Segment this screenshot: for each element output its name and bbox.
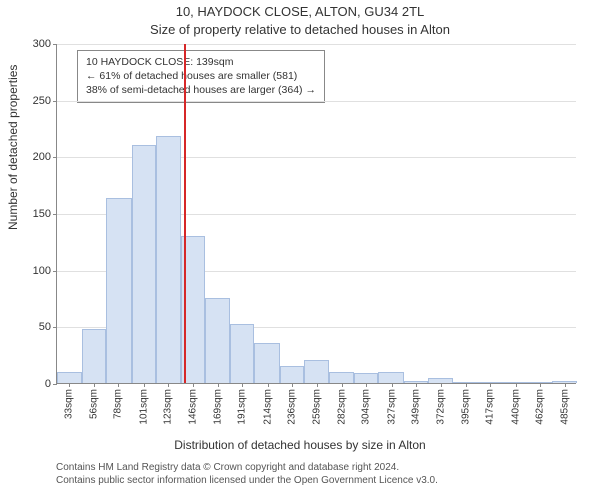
- x-tick-mark: [366, 383, 367, 387]
- histogram-bar: [378, 372, 403, 383]
- x-tick-label: 214sqm: [262, 389, 273, 425]
- histogram-bar: [57, 372, 82, 383]
- x-tick-mark: [193, 383, 194, 387]
- x-tick-label: 56sqm: [89, 389, 100, 419]
- chart-subtitle: Size of property relative to detached ho…: [0, 22, 600, 37]
- x-tick-label: 372sqm: [435, 389, 446, 425]
- info-box-line2: ← 61% of detached houses are smaller (58…: [86, 69, 316, 83]
- histogram-bar: [82, 329, 106, 383]
- x-axis-label: Distribution of detached houses by size …: [0, 438, 600, 452]
- x-tick-mark: [292, 383, 293, 387]
- x-tick-label: 191sqm: [237, 389, 248, 425]
- x-tick-label: 123sqm: [162, 389, 173, 425]
- x-tick-mark: [441, 383, 442, 387]
- x-tick-label: 259sqm: [312, 389, 323, 425]
- x-tick-mark: [268, 383, 269, 387]
- x-tick-mark: [69, 383, 70, 387]
- info-box-line1: 10 HAYDOCK CLOSE: 139sqm: [86, 55, 316, 69]
- x-tick-mark: [168, 383, 169, 387]
- x-tick-label: 462sqm: [534, 389, 545, 425]
- histogram-bar: [205, 298, 230, 383]
- histogram-bar: [329, 372, 354, 383]
- footer-line1: Contains HM Land Registry data © Crown c…: [56, 462, 576, 475]
- y-tick-label: 0: [21, 378, 57, 390]
- info-box-line3: 38% of semi-detached houses are larger (…: [86, 83, 316, 97]
- x-tick-label: 485sqm: [559, 389, 570, 425]
- y-tick-label: 150: [21, 208, 57, 220]
- x-tick-label: 236sqm: [286, 389, 297, 425]
- histogram-bar: [502, 382, 526, 383]
- x-tick-label: 33sqm: [64, 389, 75, 419]
- x-tick-mark: [317, 383, 318, 387]
- histogram-bar: [106, 198, 131, 383]
- gridline: [57, 44, 576, 45]
- x-tick-mark: [565, 383, 566, 387]
- x-tick-mark: [416, 383, 417, 387]
- x-tick-mark: [118, 383, 119, 387]
- x-tick-mark: [144, 383, 145, 387]
- y-tick-label: 50: [21, 321, 57, 333]
- x-tick-label: 440sqm: [510, 389, 521, 425]
- x-tick-label: 169sqm: [213, 389, 224, 425]
- histogram-bar: [230, 324, 254, 383]
- y-tick-label: 200: [21, 151, 57, 163]
- chart-container: 10, HAYDOCK CLOSE, ALTON, GU34 2TL Size …: [0, 0, 600, 500]
- chart-title: 10, HAYDOCK CLOSE, ALTON, GU34 2TL: [0, 4, 600, 19]
- gridline: [57, 101, 576, 102]
- histogram-bar: [453, 382, 477, 383]
- info-box: 10 HAYDOCK CLOSE: 139sqm ← 61% of detach…: [77, 50, 325, 103]
- x-tick-mark: [218, 383, 219, 387]
- x-tick-label: 101sqm: [138, 389, 149, 425]
- x-tick-label: 395sqm: [461, 389, 472, 425]
- marker-line: [184, 44, 186, 383]
- x-tick-mark: [490, 383, 491, 387]
- x-tick-mark: [540, 383, 541, 387]
- x-tick-mark: [242, 383, 243, 387]
- histogram-bar: [280, 366, 304, 383]
- footer-line2: Contains public sector information licen…: [56, 475, 576, 488]
- y-tick-label: 300: [21, 38, 57, 50]
- histogram-bar: [304, 360, 329, 383]
- x-tick-mark: [342, 383, 343, 387]
- x-tick-label: 282sqm: [337, 389, 348, 425]
- histogram-bar: [354, 373, 378, 383]
- chart-footer: Contains HM Land Registry data © Crown c…: [56, 462, 576, 487]
- x-tick-label: 349sqm: [410, 389, 421, 425]
- x-tick-label: 146sqm: [188, 389, 199, 425]
- y-tick-label: 250: [21, 95, 57, 107]
- x-tick-label: 78sqm: [113, 389, 124, 419]
- y-axis-label: Number of detached properties: [6, 65, 20, 230]
- x-tick-label: 327sqm: [386, 389, 397, 425]
- y-tick-label: 100: [21, 265, 57, 277]
- x-tick-label: 304sqm: [361, 389, 372, 425]
- histogram-bar: [156, 136, 181, 383]
- x-tick-mark: [392, 383, 393, 387]
- x-tick-label: 417sqm: [485, 389, 496, 425]
- x-tick-mark: [466, 383, 467, 387]
- histogram-bar: [132, 145, 156, 383]
- x-tick-mark: [94, 383, 95, 387]
- x-tick-mark: [516, 383, 517, 387]
- histogram-bar: [254, 343, 279, 383]
- plot-area: 10 HAYDOCK CLOSE: 139sqm ← 61% of detach…: [56, 44, 576, 384]
